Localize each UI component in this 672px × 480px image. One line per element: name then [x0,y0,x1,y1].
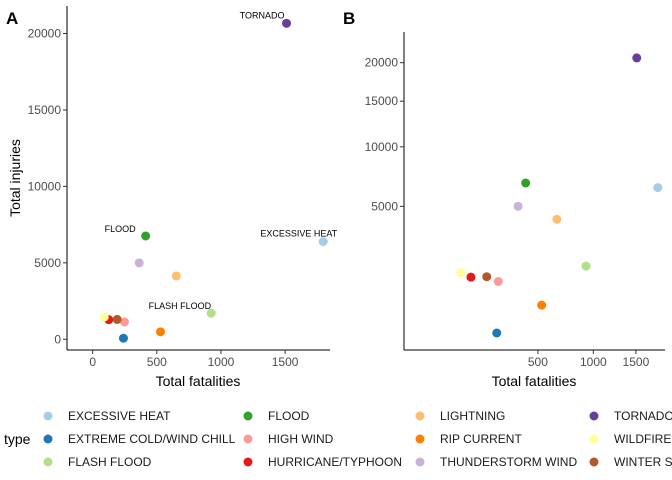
panel-tag: A [6,9,18,28]
x-tick-label: 1500 [623,355,650,369]
legend-item: LIGHTNING [415,409,505,423]
point-high-wind [119,317,129,327]
point-flood [521,178,531,188]
panel-tag: B [343,9,355,28]
legend-key [589,434,599,444]
point-label: FLOOD [105,224,137,234]
x-tick-label: 1500 [272,355,299,369]
y-tick-label: 10000 [365,140,399,154]
legend-label: LIGHTNING [440,409,505,423]
legend-label: WINTER STORM [614,455,672,469]
y-tick-label: 5000 [34,256,61,270]
point-rip-current [537,300,547,310]
y-tick-label: 15000 [28,103,62,117]
point-hurricane-typhoon [466,272,476,282]
point-flood [141,231,151,241]
legend-key [43,457,53,467]
legend-item: EXTREME COLD/WIND CHILL [43,432,236,446]
point-winter-storm [112,314,122,324]
legend-item: WILDFIRE [589,432,671,446]
point-extreme-cold-wind-chill [118,333,128,343]
legend-label: EXCESSIVE HEAT [68,409,171,423]
legend-label: THUNDERSTORM WIND [440,455,577,469]
y-axis-title: Total injuries [7,139,23,217]
legend-key [243,411,253,421]
legend-label: HURRICANE/TYPHOON [268,455,402,469]
legend-key [43,411,53,421]
legend-label: FLOOD [268,409,310,423]
point-thunderstorm-wind [134,258,144,268]
legend-key [415,434,425,444]
y-tick-label: 15000 [365,94,399,108]
point-excessive-heat [318,237,328,247]
legend-item: FLASH FLOOD [43,455,152,469]
legend-key [243,457,253,467]
point-tornado [632,53,642,63]
legend-key [589,411,599,421]
point-lightning [171,271,181,281]
point-wildfire [456,268,466,278]
y-tick-label: 0 [54,332,61,346]
y-tick-label: 20000 [365,56,399,70]
panel-b: 500 1000 1500 5000 10000 15000 20000 Total fata… [343,9,665,389]
legend-label: HIGH WIND [268,432,334,446]
x-tick-label: 500 [147,355,167,369]
legend-label: RIP CURRENT [440,432,522,446]
x-tick-label: 0 [89,355,96,369]
point-high-wind [493,276,503,286]
legend-item: TORNADO [589,409,672,423]
legend-label: FLASH FLOOD [68,455,152,469]
point-tornado [282,18,292,28]
point-extreme-cold-wind-chill [492,328,502,338]
legend-item: EXCESSIVE HEAT [43,409,171,423]
legend-key [243,434,253,444]
legend-title: type [4,431,31,447]
point-label: EXCESSIVE HEAT [260,229,337,239]
y-tick-label: 5000 [371,199,398,213]
legend-label: WILDFIRE [614,432,671,446]
point-label: TORNADO [240,10,285,20]
point-rip-current [156,327,166,337]
legend-key [589,457,599,467]
legend: type EXCESSIVE HEAT EXTREME COLD/WIND CHIL… [4,409,672,469]
legend-item: HIGH WIND [243,432,334,446]
y-tick-label: 20000 [28,27,62,41]
x-tick-label: 1000 [208,355,235,369]
x-axis-title: Total fatalities [156,373,241,389]
legend-key [415,457,425,467]
legend-item: WINTER STORM [589,455,672,469]
point-excessive-heat [653,183,663,193]
legend-item: THUNDERSTORM WIND [415,455,577,469]
point-wildfire [99,312,109,322]
point-flash-flood [206,308,216,318]
point-thunderstorm-wind [513,201,523,211]
x-tick-label: 500 [528,355,548,369]
point-label: FLASH FLOOD [149,301,212,311]
legend-key [43,434,53,444]
legend-label: TORNADO [614,409,672,423]
legend-label: EXTREME COLD/WIND CHILL [68,432,236,446]
x-tick-label: 1000 [580,355,607,369]
x-axis-title: Total fatalities [492,373,577,389]
point-flash-flood [581,261,591,271]
point-winter-storm [482,272,492,282]
legend-item: FLOOD [243,409,310,423]
legend-key [415,411,425,421]
y-tick-label: 10000 [28,179,62,193]
legend-item: RIP CURRENT [415,432,522,446]
legend-item: HURRICANE/TYPHOON [243,455,402,469]
point-lightning [552,214,562,224]
